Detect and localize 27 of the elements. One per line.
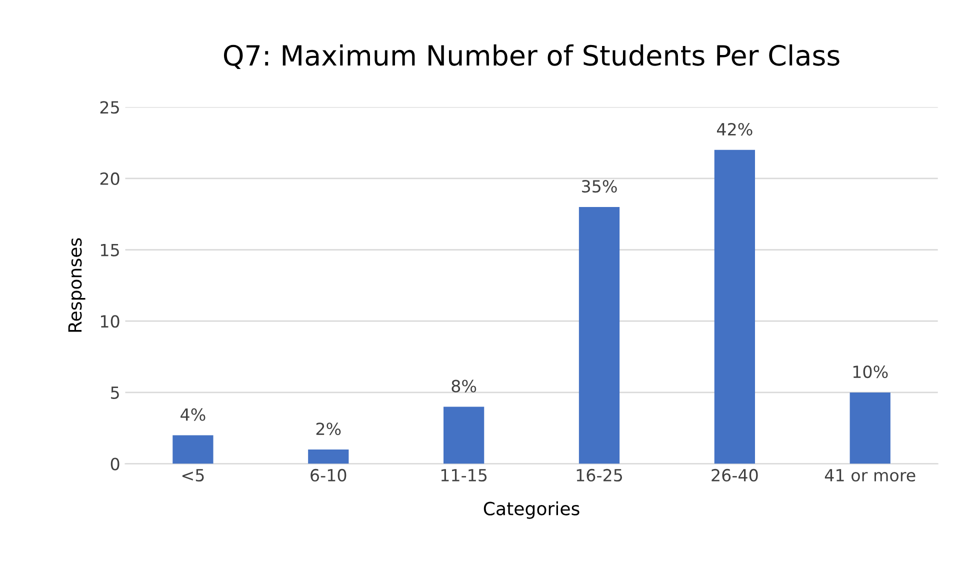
y-tick-label: 25 xyxy=(100,101,119,114)
annotation: 35% xyxy=(582,180,617,193)
x-tick-label: 16-25 xyxy=(576,468,622,482)
bar xyxy=(578,206,620,464)
y-tick-label: 20 xyxy=(100,172,120,186)
y-tick-label: 10 xyxy=(100,315,120,328)
bar xyxy=(172,435,214,464)
y-tick-label: 15 xyxy=(100,244,119,256)
x-axis-title: Categories xyxy=(484,501,580,519)
bar xyxy=(444,406,484,464)
x-tick-label: 6-10 xyxy=(310,468,346,482)
annotation: 10% xyxy=(853,366,888,378)
annotation: 8% xyxy=(452,380,476,392)
annotation: 2% xyxy=(316,422,341,436)
chart-title: Q7: Maximum Number of Students Per Class xyxy=(224,44,840,70)
y-tick-label: 5 xyxy=(111,386,119,400)
x-tick-label: 11-15 xyxy=(441,469,487,482)
bar xyxy=(850,392,890,464)
bar xyxy=(714,150,755,464)
bar xyxy=(308,450,349,464)
y-tick-label: 0 xyxy=(110,458,120,470)
x-tick-label: 41 or more xyxy=(824,469,916,482)
annotation: 42% xyxy=(716,122,752,136)
x-tick-label: 26-40 xyxy=(712,468,758,482)
annotation: 4% xyxy=(180,408,206,421)
y-axis-title: Responses xyxy=(68,238,86,332)
x-tick-label: <5 xyxy=(182,469,204,482)
